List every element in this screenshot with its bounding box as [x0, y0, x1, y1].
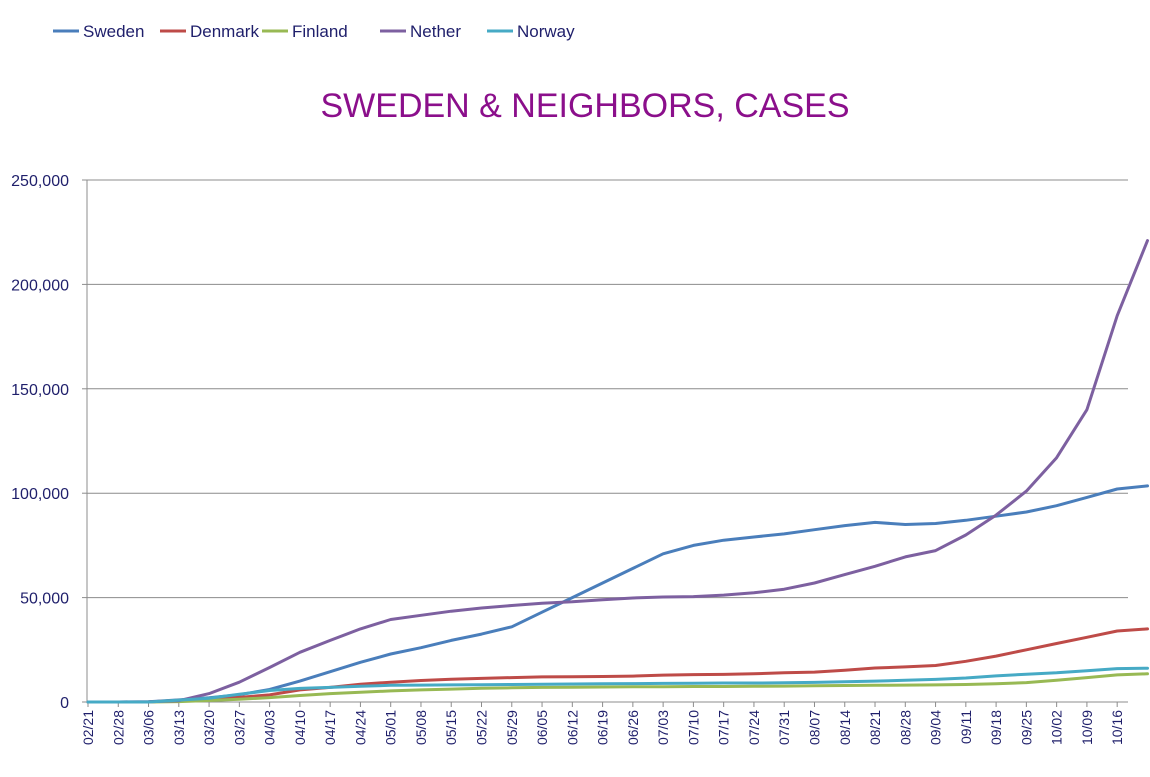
x-tick-label: 06/05: [534, 710, 550, 745]
x-tick-label: 10/02: [1049, 710, 1065, 745]
x-tick-label: 06/26: [625, 710, 641, 745]
x-tick-label: 03/06: [141, 710, 157, 745]
legend-item-denmark: Denmark: [160, 22, 259, 41]
series-line-finland: [86, 672, 1149, 704]
x-tick-label: 06/19: [595, 710, 611, 745]
y-tick-label: 100,000: [11, 486, 69, 503]
series-line-nether: [86, 239, 1149, 704]
series-lines: [86, 239, 1149, 704]
x-tick-label: 06/12: [564, 710, 580, 745]
x-tick-label: 02/21: [80, 710, 96, 745]
x-tick-label: 10/16: [1109, 710, 1125, 745]
gridlines: [87, 179, 1128, 599]
x-tick-label: 03/20: [201, 710, 217, 745]
x-tick-label: 09/18: [988, 710, 1004, 745]
x-tick-label: 07/31: [776, 710, 792, 745]
x-tick-label: 07/24: [746, 710, 762, 745]
x-tick-label: 05/15: [443, 710, 459, 745]
x-tick-label: 08/28: [897, 710, 913, 745]
y-tick-label: 150,000: [11, 382, 69, 399]
legend: Sweden Denmark Finland Nether Norway: [53, 22, 575, 41]
legend-label: Norway: [517, 22, 575, 41]
y-tick-label: 50,000: [20, 591, 69, 608]
x-tick-label: 07/10: [685, 710, 701, 745]
x-tick-label: 04/24: [352, 710, 368, 745]
y-tick-label: 200,000: [11, 277, 69, 294]
x-tick-label: 08/21: [867, 710, 883, 745]
x-tick-label: 02/28: [110, 710, 126, 745]
x-tick-label: 03/27: [231, 710, 247, 745]
chart-title: SWEDEN & NEIGHBORS, CASES: [321, 87, 850, 125]
y-tick-label: 250,000: [11, 173, 69, 190]
legend-item-sweden: Sweden: [53, 22, 144, 41]
x-tick-label: 08/14: [837, 710, 853, 745]
x-tick-label: 07/03: [655, 710, 671, 745]
legend-item-norway: Norway: [487, 22, 575, 41]
series-line-denmark: [86, 627, 1149, 704]
x-tick-label: 07/17: [716, 710, 732, 745]
y-tick-label: 0: [60, 695, 69, 712]
x-tick-label: 08/07: [806, 710, 822, 745]
legend-label: Denmark: [190, 22, 259, 41]
legend-label: Finland: [292, 22, 348, 41]
x-tick-label: 04/10: [292, 710, 308, 745]
x-tick-label: 09/11: [958, 710, 974, 744]
legend-item-finland: Finland: [262, 22, 348, 41]
x-tick-label: 05/29: [504, 710, 520, 745]
x-tick-label: 05/01: [383, 710, 399, 745]
x-tick-label: 05/22: [474, 710, 490, 745]
legend-item-nether: Nether: [380, 22, 461, 41]
series-line-norway: [86, 666, 1149, 704]
x-tick-label: 04/03: [262, 710, 278, 745]
y-axis: 0 50,000 100,000 150,000 200,000 250,000: [11, 173, 88, 712]
x-axis: 02/21 02/28 03/06 03/13 03/20 03/27 04/03 04/10…: [80, 701, 1128, 745]
x-tick-label: 09/04: [928, 710, 944, 745]
legend-label: Nether: [410, 22, 461, 41]
x-tick-label: 09/25: [1018, 710, 1034, 745]
x-tick-label: 10/09: [1079, 710, 1095, 745]
legend-label: Sweden: [83, 22, 144, 41]
x-tick-label: 05/08: [413, 710, 429, 745]
x-tick-label: 03/13: [171, 710, 187, 745]
x-tick-label: 04/17: [322, 710, 338, 745]
